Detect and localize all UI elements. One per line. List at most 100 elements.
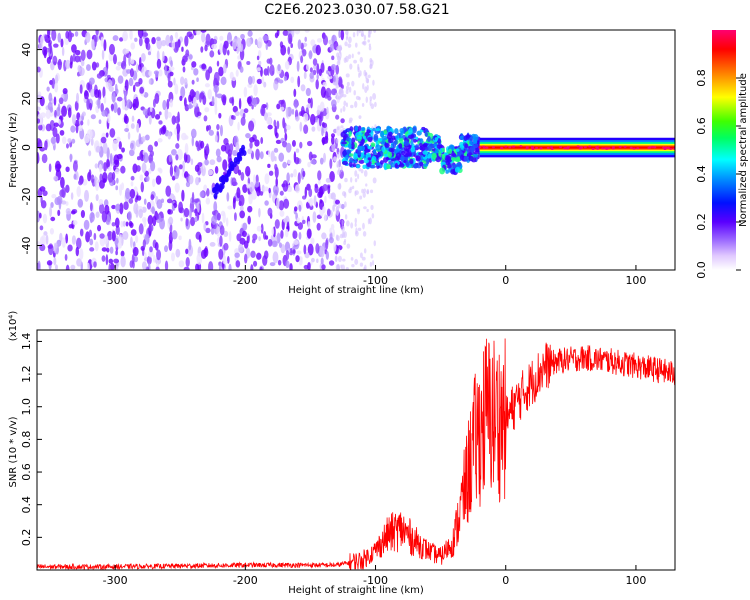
spectrogram-cell (321, 137, 325, 146)
spectrogram-cell (376, 152, 381, 158)
spectrogram-cell (111, 222, 116, 227)
spectrogram-cell (44, 140, 48, 151)
spectrogram-cell (349, 186, 353, 191)
spectrogram-cell (342, 160, 348, 166)
spectrogram-cell (413, 139, 417, 143)
spectrogram-cell (246, 37, 252, 48)
spectrogram-cell (215, 148, 221, 158)
spectrogram-cell (156, 58, 162, 69)
spectrogram-cell (124, 128, 130, 133)
spectrogram-cell (559, 145, 563, 148)
spectrogram-cell (213, 71, 220, 84)
spectrogram-cell (216, 212, 221, 221)
spectrogram-cell (103, 39, 107, 52)
spectrogram-cell (88, 150, 92, 157)
spectrogram-cell (333, 156, 337, 162)
spectrogram-cell (191, 91, 197, 97)
spectrogram-cell (324, 195, 327, 204)
spectrogram-cell (61, 105, 68, 117)
spectrogram-cell (363, 248, 367, 254)
spectrogram-cell (345, 85, 350, 91)
spectrogram-cell (199, 93, 202, 103)
spectrogram-cell (106, 247, 110, 253)
spectrogram-cell (156, 212, 160, 220)
spectrogram-cell (274, 163, 278, 171)
spectrogram-cell (304, 186, 307, 199)
spectrogram-cell (89, 202, 93, 212)
spectrogram-cell (173, 77, 176, 86)
spectrogram-cell (302, 170, 306, 178)
bottom-x-tick-label: 100 (625, 574, 646, 587)
bottom-y-tick-label: 0.8 (20, 431, 33, 449)
spectrogram-cell (298, 231, 302, 240)
spectrogram-cell (238, 98, 242, 110)
spectrogram-cell (629, 146, 633, 149)
spectrogram-cell (258, 60, 262, 66)
spectrogram-cell (293, 88, 297, 98)
spectrogram-cell (56, 195, 63, 205)
spectrogram-cell (302, 219, 306, 224)
spectrogram-cell (86, 98, 90, 110)
spectrogram-cell (563, 147, 567, 150)
spectrogram-cell (336, 52, 340, 58)
spectrogram-cell (152, 255, 156, 263)
spectrogram-cell (112, 139, 118, 152)
spectrogram-cell (214, 104, 218, 115)
spectrogram-cell (293, 206, 298, 212)
spectrogram-cell (105, 254, 109, 266)
spectrogram-cell (150, 194, 155, 201)
spectrogram-cell (196, 111, 202, 116)
spectrogram-cell (382, 156, 388, 164)
bottom-y-axis: 0.2 0.4 0.6 0.8 1.0 1.2 1.4 (20, 333, 42, 546)
spectrogram-cell (341, 225, 345, 232)
spectrogram-cell (112, 35, 119, 42)
spectrogram-cell (336, 126, 340, 131)
spectrogram-cell (159, 168, 163, 174)
spectrogram-cell (277, 63, 281, 72)
spectrogram-cell (52, 55, 58, 66)
spectrogram-cell (190, 216, 196, 227)
spectrogram-cell (278, 200, 285, 211)
spectrogram-cell (50, 136, 57, 145)
spectrogram-cell (240, 171, 245, 181)
spectrogram-cell (93, 232, 97, 241)
spectrogram-cell (289, 263, 293, 270)
spectrogram-cell (54, 74, 59, 85)
spectrogram-cell (311, 257, 315, 263)
spectrogram-cell (211, 215, 217, 225)
spectrogram-cell (116, 136, 121, 143)
spectrogram-cell (235, 141, 240, 153)
spectrogram-cell (182, 66, 186, 73)
spectrogram-cell (214, 134, 218, 143)
spectrogram-cell (359, 262, 364, 267)
spectrogram-cell (299, 121, 303, 132)
spectrogram-cell (44, 34, 48, 40)
spectrogram-cell (354, 217, 357, 224)
spectrogram-cell (254, 38, 258, 46)
spectrogram-cell (112, 53, 117, 65)
spectrogram-cell (211, 95, 215, 106)
spectrogram-cell (279, 210, 285, 217)
spectrogram-cell (365, 183, 368, 187)
spectrogram-cell (367, 39, 370, 43)
spectrogram-cell (165, 34, 171, 47)
spectrogram-cell (45, 109, 51, 120)
spectrogram-cell (387, 131, 393, 137)
spectrogram-cell (116, 96, 123, 102)
spectrogram-cell (583, 146, 587, 149)
spectrogram-cell (37, 210, 41, 223)
spectrogram-cell (459, 135, 465, 140)
spectrogram-cell (332, 75, 336, 83)
spectrogram-cell (322, 183, 328, 192)
spectrogram-cell (256, 67, 261, 72)
spectrogram-cell (128, 197, 134, 204)
spectrogram-cell (267, 65, 270, 77)
spectrogram-cell (669, 147, 673, 150)
spectrogram-cell (205, 188, 210, 197)
spectrogram-cell (151, 36, 156, 45)
spectrogram-cell (109, 128, 116, 138)
spectrogram-cell (222, 159, 228, 171)
spectrogram-cell (672, 147, 675, 150)
spectrogram-cell (194, 216, 198, 223)
spectrogram-cell (247, 76, 253, 85)
